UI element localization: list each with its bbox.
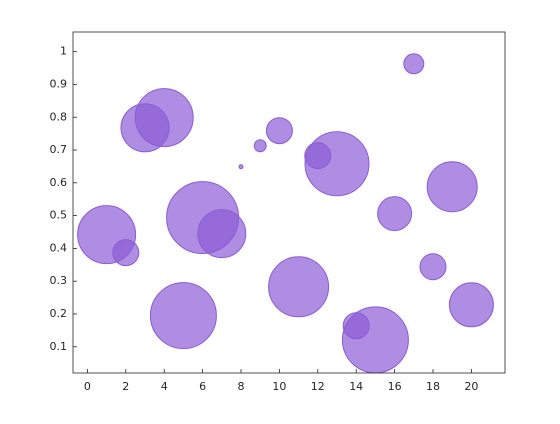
bubble [197, 209, 247, 259]
bubble [304, 131, 370, 197]
x-tick-label: 6 [199, 380, 206, 393]
x-tick-label: 2 [122, 380, 129, 393]
y-tick-label: 0.6 [50, 176, 68, 189]
x-tick-label: 4 [161, 380, 168, 393]
bubble [403, 53, 425, 75]
y-tick-label: 0.9 [50, 77, 68, 90]
axes-box [72, 31, 506, 374]
bubble [265, 117, 293, 145]
x-tick-label: 20 [464, 380, 478, 393]
bubble [134, 88, 194, 148]
bubble [112, 239, 140, 267]
y-tick-label: 0.1 [50, 340, 68, 353]
x-tick-label: 12 [311, 380, 325, 393]
y-tick-label: 0.4 [50, 241, 68, 254]
y-tick-label: 0.5 [50, 209, 68, 222]
bubble [341, 306, 409, 374]
bubble [268, 256, 330, 318]
bubble [377, 196, 413, 232]
x-tick-label: 0 [84, 380, 91, 393]
y-tick-label: 0.3 [50, 274, 68, 287]
bubble [448, 282, 494, 328]
y-tick-label: 0.2 [50, 307, 68, 320]
bubble [149, 282, 217, 350]
bubbles [77, 53, 494, 374]
bubble [426, 161, 478, 213]
x-tick-label: 10 [272, 380, 286, 393]
y-tick-label: 0.7 [50, 143, 68, 156]
bubble [253, 139, 267, 153]
x-tick-label: 8 [238, 380, 245, 393]
bubble [419, 253, 447, 281]
y-tick-label: 1 [60, 45, 67, 58]
y-tick-label: 0.8 [50, 110, 68, 123]
bubble [238, 164, 244, 170]
x-tick-label: 14 [349, 380, 363, 393]
x-tick-label: 16 [388, 380, 402, 393]
x-tick-label: 18 [426, 380, 440, 393]
